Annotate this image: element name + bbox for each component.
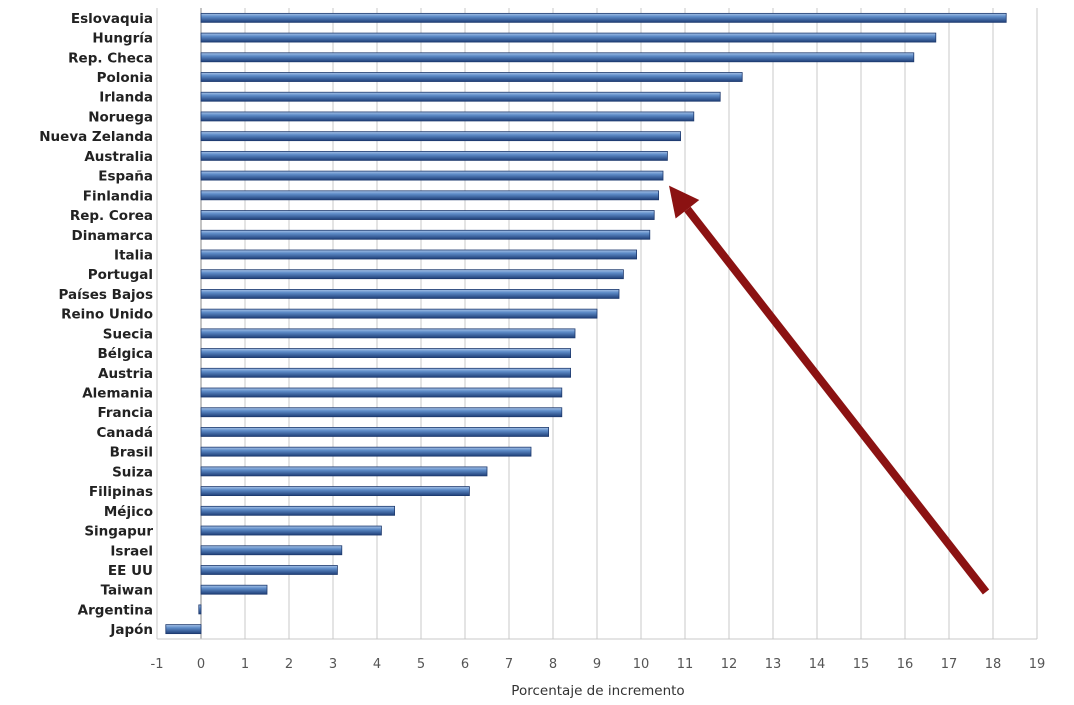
x-tick-label: 19 [1029,657,1046,672]
category-label: Bélgica [98,346,153,362]
category-label: Suecia [103,326,153,342]
gridlines [156,8,1038,640]
category-label: Reino Unido [61,307,153,323]
bar [200,525,382,536]
x-axis-title: Porcentaje de incremento [511,683,684,699]
category-label: España [98,169,153,185]
category-label: Japón [109,622,153,638]
bar [200,308,598,319]
category-label: Italia [114,247,153,263]
bar [200,486,470,497]
x-tick-label: 1 [241,657,249,672]
annotation-arrow [669,185,990,595]
category-label: Eslovaquia [71,11,153,27]
category-label: Singapur [84,524,153,540]
x-tick-label: 14 [809,657,826,672]
bar [200,407,563,418]
x-tick-label: 0 [197,657,205,672]
category-label: Países Bajos [58,287,153,303]
bar [200,190,660,201]
category-label: Austria [98,366,153,382]
category-label: Taiwan [101,583,153,599]
category-label: Portugal [88,267,153,283]
category-label: Noruega [88,109,153,125]
x-tick-label: 18 [985,657,1002,672]
category-label: Polonia [97,70,153,86]
x-tick-label: 13 [765,657,782,672]
x-tick-label: 12 [721,657,738,672]
category-label: Israel [110,543,153,559]
bar [200,545,343,556]
bar [165,624,202,635]
x-tick-label: 8 [549,657,557,672]
bar [200,269,624,280]
category-label: Alemania [82,386,153,402]
category-labels: Eslovaquia Hungría Rep. Checa Polonia Irland… [39,11,153,638]
bar [200,229,651,240]
arrow-shaft [684,206,990,595]
category-label: Irlanda [99,90,153,106]
bar [200,584,268,595]
category-label: Australia [84,149,153,165]
bar [200,328,576,339]
category-label: Brasil [110,445,153,461]
category-label: EE UU [108,563,153,579]
bar [200,111,695,122]
category-label: Hungría [92,31,153,47]
x-tick-label: 3 [329,657,337,672]
bar [200,91,721,102]
category-label: Filipinas [89,484,153,500]
x-tick-label: 17 [941,657,958,672]
bar [200,367,572,378]
x-tick-label: 16 [897,657,914,672]
category-label: Dinamarca [71,228,153,244]
category-label: Suiza [112,464,153,480]
bar [198,604,202,615]
category-label: Finlandia [83,188,153,204]
bars [165,12,1007,635]
bar [200,170,664,181]
bar [200,466,488,477]
bar [200,72,743,82]
x-tick-label: 7 [505,657,513,672]
category-label: Méjico [104,504,153,520]
bar [200,12,1007,23]
category-label: Rep. Corea [70,208,153,224]
bar [200,387,563,398]
bar [200,210,655,220]
bar [200,348,572,358]
bar [200,32,937,43]
bar [200,289,620,299]
x-tick-label: 11 [677,657,694,672]
x-tick-label: 4 [373,657,381,672]
bar [200,52,915,63]
category-label: Argentina [78,602,153,618]
x-tick-label: 5 [417,657,425,672]
x-tick-label: 6 [461,657,469,672]
category-label: Rep. Checa [68,50,153,66]
bar [200,427,550,437]
bar [200,446,532,457]
bar [200,565,338,575]
bar [200,249,638,260]
x-tick-label: 2 [285,657,293,672]
bar [200,150,668,161]
category-label: Canadá [96,425,153,441]
x-tick-labels: -1 0 1 2 3 4 5 6 7 8 9 10 11 12 13 14 15 16 17 18 19 [151,657,1046,672]
bar [200,505,396,516]
x-tick-label: 15 [853,657,870,672]
x-tick-label: 9 [593,657,601,672]
bar [200,131,682,142]
x-tick-label: 10 [633,657,650,672]
category-label: Nueva Zelanda [39,129,153,145]
x-tick-label: -1 [151,657,164,672]
arrow-head [669,185,700,219]
category-label: Francia [98,405,153,421]
